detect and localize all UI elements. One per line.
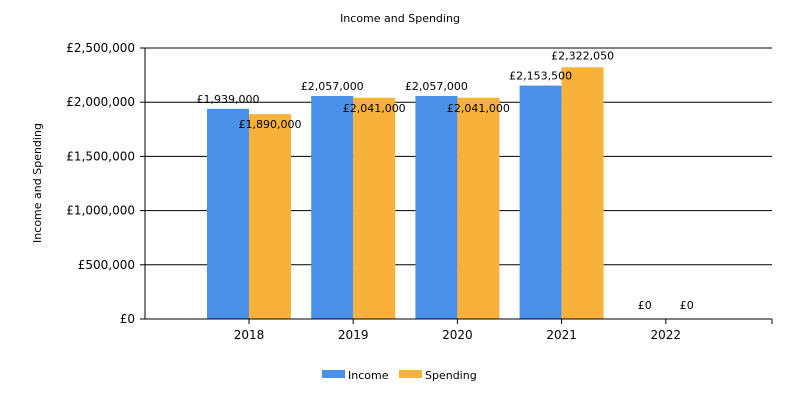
bar-spending-2020: [457, 97, 500, 319]
bar-spending-2021: [561, 67, 604, 319]
chart-title: Income and Spending: [340, 12, 460, 25]
y-tick-label: £2,000,000: [66, 95, 135, 109]
data-label-income-2021: £2,153,500: [509, 70, 572, 83]
legend: Income Spending: [322, 369, 477, 382]
data-labels: £1,939,000 £1,890,000 £2,057,000 £2,041,000…: [197, 49, 694, 312]
data-label-spending-2019: £2,041,000: [343, 102, 406, 115]
x-tick-label: 2022: [651, 328, 682, 342]
data-label-spending-2022: £0: [680, 299, 694, 312]
y-tick-label: £1,500,000: [66, 149, 135, 163]
x-tick-label: 2019: [338, 328, 369, 342]
y-tick-label: £1,000,000: [66, 204, 135, 218]
y-tick-label: £500,000: [78, 258, 135, 272]
data-label-income-2019: £2,057,000: [301, 80, 364, 93]
bar-income-2020: [415, 96, 458, 319]
y-tick-label: £2,500,000: [66, 41, 135, 55]
data-label-spending-2018: £1,890,000: [239, 118, 302, 131]
bar-income-2019: [311, 96, 354, 319]
y-tick-label: £0: [120, 312, 135, 326]
data-label-spending-2021: £2,322,050: [551, 49, 614, 62]
data-label-income-2022: £0: [638, 299, 652, 312]
legend-swatch-spending: [399, 370, 422, 378]
axes: £0 £500,000 £1,000,000 £1,500,000 £2,000,000…: [66, 41, 773, 342]
x-tick-label: 2018: [234, 328, 265, 342]
bar-income-2018: [207, 108, 249, 319]
bar-income-2021: [519, 85, 562, 319]
bars: [207, 67, 604, 320]
x-tick-label: 2021: [546, 328, 577, 342]
bar-spending-2018: [249, 114, 291, 320]
legend-swatch-income: [322, 370, 345, 378]
data-label-income-2018: £1,939,000: [197, 93, 260, 106]
legend-label-income: Income: [348, 369, 389, 382]
bar-spending-2019: [353, 97, 396, 319]
data-label-spending-2020: £2,041,000: [447, 102, 510, 115]
x-tick-label: 2020: [442, 328, 473, 342]
y-axis-label: Income and Spending: [31, 123, 44, 243]
legend-label-spending: Spending: [425, 369, 477, 382]
data-label-income-2020: £2,057,000: [405, 80, 468, 93]
